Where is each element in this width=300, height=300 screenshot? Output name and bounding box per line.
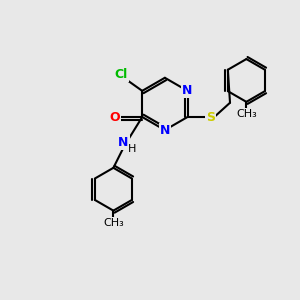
Text: N: N [118,136,129,149]
Text: Cl: Cl [115,68,128,81]
Text: S: S [206,110,215,124]
Text: CH₃: CH₃ [236,109,257,119]
Text: H: H [128,143,136,154]
Text: CH₃: CH₃ [103,218,124,228]
Text: O: O [110,110,120,124]
Text: N: N [182,84,193,98]
Text: N: N [160,124,170,136]
